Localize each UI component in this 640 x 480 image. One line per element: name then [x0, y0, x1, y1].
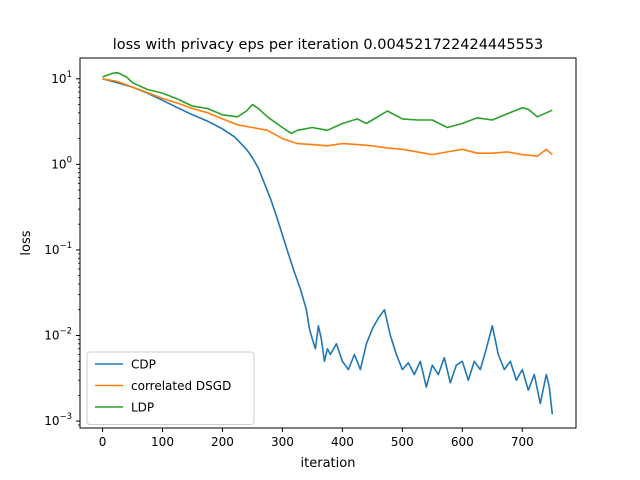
x-tick-label: 400 — [331, 435, 354, 449]
y-tick-label: 10−2 — [44, 327, 72, 343]
y-tick-exponent: −1 — [59, 241, 72, 251]
y-tick-label: 10−1 — [44, 241, 72, 257]
series-line-0 — [102, 78, 554, 415]
y-tick-label: 10−3 — [44, 412, 72, 428]
series-line-2 — [102, 71, 553, 135]
x-tick-label: 200 — [211, 435, 234, 449]
x-axis-ticks: 0 100 200 300 400 500 600 700 — [99, 428, 534, 449]
y-tick-exponent: 1 — [67, 70, 72, 80]
y-tick-label: 100 — [51, 155, 72, 171]
x-tick-label: 0 — [99, 435, 107, 449]
series-lines — [102, 71, 554, 415]
y-tick-base: 10 — [44, 243, 59, 257]
y-tick-exponent: −3 — [59, 412, 72, 422]
legend-label: CDP — [131, 358, 156, 372]
x-tick-label: 700 — [511, 435, 534, 449]
y-tick-label: 101 — [51, 70, 72, 86]
y-tick-base: 10 — [44, 329, 59, 343]
x-tick-label: 500 — [391, 435, 414, 449]
y-tick-base: 10 — [44, 414, 59, 428]
x-axis-label: iteration — [301, 456, 356, 471]
x-tick-label: 300 — [271, 435, 294, 449]
legend: CDP correlated DSGD LDP — [86, 351, 255, 425]
plot-frame — [79, 57, 577, 429]
series-line-1 — [102, 78, 553, 157]
y-tick-base: 10 — [51, 72, 66, 86]
x-tick-label: 600 — [451, 435, 474, 449]
y-tick-base: 10 — [51, 157, 66, 171]
chart-title: loss with privacy eps per iteration 0.00… — [113, 37, 544, 53]
x-tick-label: 100 — [151, 435, 174, 449]
y-tick-exponent: 0 — [67, 155, 72, 165]
legend-label: correlated DSGD — [131, 379, 231, 393]
y-tick-exponent: −2 — [59, 327, 72, 337]
y-axis-label: loss — [19, 230, 34, 255]
legend-box — [86, 351, 255, 425]
legend-label: LDP — [131, 401, 154, 415]
